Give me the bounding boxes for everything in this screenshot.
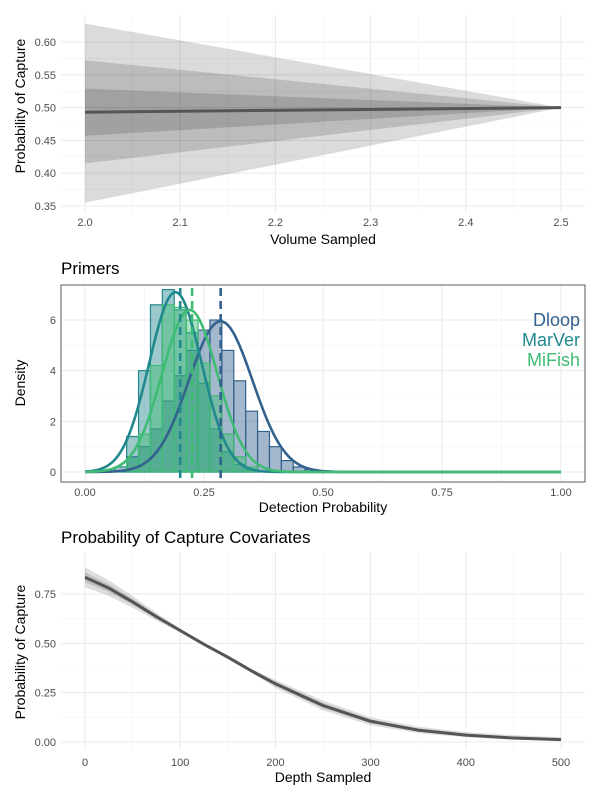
primers-chart-x-tick-label: 0.25 <box>193 487 214 499</box>
primers-chart-x-tick-label: 1.00 <box>550 487 571 499</box>
volume-chart-x-tick-label: 2.3 <box>363 217 378 229</box>
depth-chart-title: Probability of Capture Covariates <box>61 528 310 547</box>
volume-chart-y-tick-label: 0.55 <box>35 70 56 82</box>
volume-chart-y-tick-label: 0.50 <box>35 103 56 115</box>
depth-chart-x-tick-label: 100 <box>171 757 189 769</box>
histogram-bar-mifish <box>197 362 211 473</box>
primers-chart-x-tick-label: 0.50 <box>312 487 333 499</box>
depth-chart-x-ticks: 0 100 200 300 400 500 <box>82 757 570 769</box>
primers-chart-y-tick-label: 4 <box>50 366 56 378</box>
primers-chart-title: Primers <box>61 259 120 278</box>
volume-chart-mean-line <box>84 106 562 114</box>
primers-chart: Primers 0.00 0.25 0.50 0.75 1.00 0 2 4 6 Dloop … <box>12 259 586 515</box>
depth-chart: Probability of Capture Covariates 0 100 20… <box>12 528 585 785</box>
depth-chart-x-tick-label: 300 <box>361 757 379 769</box>
primers-chart-y-ticks: 0 2 4 6 <box>50 315 56 479</box>
depth-chart-grid <box>61 552 585 750</box>
primers-chart-y-label: Density <box>12 360 28 407</box>
depth-chart-y-tick-label: 0.25 <box>35 688 56 700</box>
volume-chart-y-tick-label: 0.40 <box>35 168 56 180</box>
depth-chart-line <box>84 575 562 742</box>
histogram-bar-mifish <box>221 433 235 473</box>
primers-chart-y-tick-label: 0 <box>50 467 56 479</box>
depth-chart-y-tick-label: 0.50 <box>35 638 56 650</box>
volume-chart-ci-band <box>85 60 561 164</box>
primers-chart-x-tick-label: 0.75 <box>431 487 452 499</box>
primers-chart-x-label: Detection Probability <box>259 499 387 515</box>
volume-chart-grid <box>61 15 585 213</box>
primers-chart-mean-lines <box>178 288 222 479</box>
depth-chart-y-tick-label: 0.75 <box>35 589 56 601</box>
legend-dloop: Dloop <box>533 310 580 330</box>
primers-chart-border <box>60 284 586 483</box>
primers-chart-y-tick-label: 2 <box>50 416 56 428</box>
volume-chart-y-tick-label: 0.45 <box>35 135 56 147</box>
depth-chart-x-tick-label: 200 <box>266 757 284 769</box>
volume-chart-line <box>84 106 562 114</box>
primers-chart-y-tick-label: 6 <box>50 315 56 327</box>
volume-chart-x-tick-label: 2.4 <box>458 217 473 229</box>
volume-chart-x-tick-label: 2.1 <box>173 217 188 229</box>
volume-chart-y-tick-label: 0.60 <box>35 37 56 49</box>
volume-chart-x-tick-label: 2.2 <box>268 217 283 229</box>
legend-mifish: MiFish <box>527 350 580 370</box>
primers-chart-legend: Dloop MarVer MiFish <box>522 310 580 370</box>
volume-chart-bands <box>85 23 561 203</box>
depth-chart-x-tick-label: 0 <box>82 757 88 769</box>
depth-chart-y-ticks: 0.00 0.25 0.50 0.75 <box>35 589 56 749</box>
volume-chart-x-ticks: 2.0 2.1 2.2 2.3 2.4 2.5 <box>77 217 568 229</box>
depth-chart-x-label: Depth Sampled <box>275 769 372 785</box>
volume-chart: 2.0 2.1 2.2 2.3 2.4 2.5 0.350.400.450.500.550… <box>12 15 585 247</box>
volume-chart-ci-band <box>85 88 561 136</box>
depth-chart-x-tick-label: 500 <box>552 757 570 769</box>
depth-chart-y-label: Probability of Capture <box>12 584 28 719</box>
volume-chart-x-tick-label: 2.5 <box>553 217 568 229</box>
primers-chart-x-ticks: 0.00 0.25 0.50 0.75 1.00 <box>74 487 571 499</box>
depth-chart-x-tick-label: 400 <box>457 757 475 769</box>
volume-chart-y-ticks: 0.35 0.40 0.45 0.50 0.55 0.60 <box>35 37 56 213</box>
volume-chart-y-label: Probability of Capture <box>12 38 28 173</box>
legend-marver: MarVer <box>522 330 580 350</box>
primers-chart-x-tick-label: 0.00 <box>74 487 95 499</box>
volume-chart-ci-band <box>85 23 561 203</box>
volume-chart-x-tick-label: 2.0 <box>77 217 92 229</box>
volume-chart-x-label: Volume Sampled <box>270 231 376 247</box>
histogram-bar-dloop <box>268 446 282 473</box>
volume-chart-y-tick-label: 0.35 <box>35 201 56 213</box>
density-curve-mifish <box>84 308 561 474</box>
depth-chart-y-tick-label: 0.00 <box>35 737 56 749</box>
depth-chart-mean-line <box>84 575 562 742</box>
primers-chart-density-curves <box>84 290 561 474</box>
histogram-bar-mifish <box>161 304 175 473</box>
